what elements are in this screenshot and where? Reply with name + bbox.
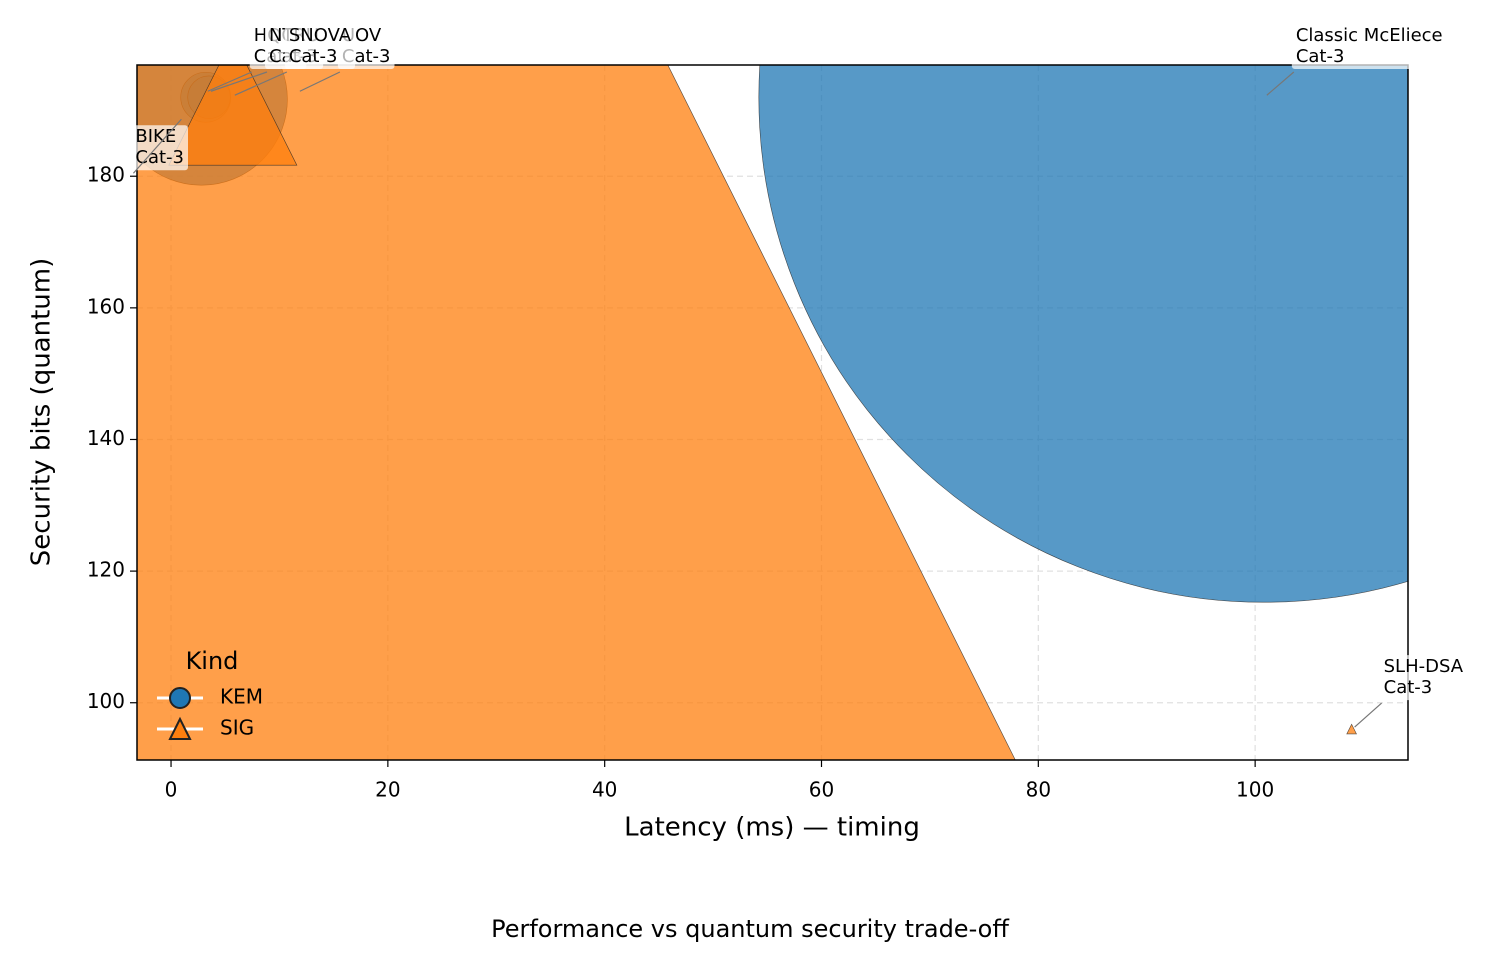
leader-line: [234, 71, 288, 96]
y-tick-label: 160: [87, 294, 125, 318]
ticks: 0 20 40 60 80 100 100 120 140 160 180: [87, 163, 1274, 802]
leader-line: [210, 71, 268, 92]
label-box: [1291, 24, 1447, 69]
triangle-marker: [168, 716, 192, 740]
point-sublabel: Cat-3: [1384, 677, 1433, 698]
legend-label: KEM: [220, 685, 263, 709]
label-box: [1379, 655, 1468, 701]
y-axis-label: Security bits (quantum): [27, 258, 57, 566]
triangle-marker: [137, 65, 1016, 760]
x-tick-label: 0: [165, 778, 178, 802]
leader-line: [132, 118, 182, 174]
y-tick-label: 140: [87, 426, 125, 450]
point-label: BIKE: [135, 126, 176, 147]
legend-title: Kind: [186, 647, 239, 675]
triangle-marker: [168, 65, 298, 166]
leader-line: [1266, 71, 1295, 96]
y-tick-label: 120: [87, 558, 125, 582]
point-sublabel: Cat-3: [135, 147, 184, 168]
triangle-marker: [1346, 723, 1357, 735]
x-tick-label: 60: [809, 778, 834, 802]
point-label: SNOVA: [289, 25, 352, 46]
annotations: Classic McElieceCat-3BIKECat-3HQCCat-3NT…: [131, 24, 1468, 728]
x-tick-label: 80: [1026, 778, 1051, 802]
legend-label: SIG: [220, 716, 254, 740]
x-tick-label: 40: [592, 778, 617, 802]
leader-line: [207, 71, 252, 92]
axes-frame: [136, 64, 1409, 761]
x-axis-label: Latency (ms) — timing: [624, 813, 920, 843]
y-tick-label: 100: [87, 689, 125, 713]
chart-title: Performance vs quantum security trade-of…: [491, 915, 1009, 943]
y-tick-label: 180: [87, 163, 125, 187]
point-label: SLH-DSA: [1384, 656, 1464, 677]
circle-marker: [169, 687, 191, 709]
label-box: [284, 24, 356, 69]
x-tick-label: 100: [1236, 778, 1274, 802]
legend: Kind KEM SIG: [157, 647, 263, 740]
point-sublabel: Cat-3: [1296, 46, 1345, 67]
point-sublabel: Cat-3: [289, 46, 338, 67]
leader-line: [1354, 702, 1383, 728]
point-label: Classic McEliece: [1296, 25, 1443, 46]
circle-marker: [758, 65, 1408, 603]
plot-area: [137, 65, 1408, 760]
leader-line: [299, 71, 341, 92]
x-tick-label: 20: [375, 778, 400, 802]
